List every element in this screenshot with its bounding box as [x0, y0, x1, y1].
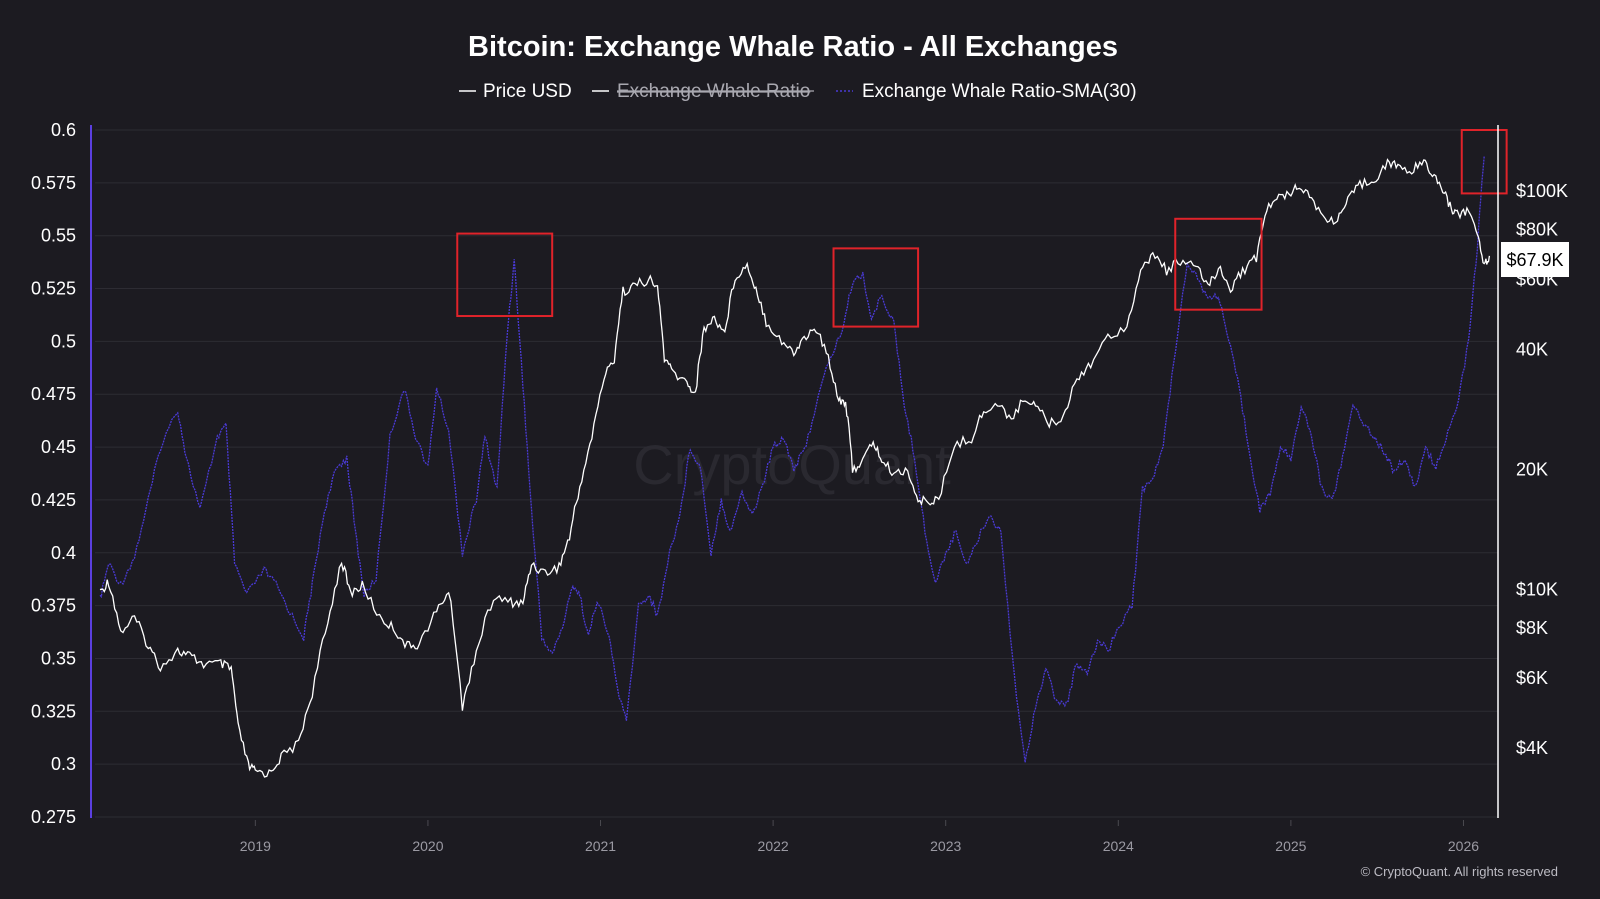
x-tick-label: 2025: [1275, 838, 1306, 854]
y-right-tick-label: $80K: [1516, 220, 1558, 240]
y-left-tick-label: 0.325: [31, 701, 76, 721]
highlight-box: [456, 232, 554, 318]
y-left-tick-label: 0.525: [31, 279, 76, 299]
x-tick-label: 2022: [758, 838, 789, 854]
x-tick-label: 2024: [1103, 838, 1134, 854]
current-price-badge: $67.9K: [1501, 242, 1569, 277]
x-tick-label: 2019: [240, 838, 271, 854]
legend-item-sma[interactable]: Exchange Whale Ratio-SMA(30): [836, 81, 1137, 102]
y-right-tick-label: $4K: [1516, 738, 1548, 758]
current-price-label: $67.9K: [1506, 250, 1563, 270]
highlight-box: [1460, 129, 1508, 195]
y-right-tick-label: $100K: [1516, 181, 1568, 201]
series-line-sma: [99, 156, 1485, 763]
chart-title: Bitcoin: Exchange Whale Ratio - All Exch…: [468, 31, 1118, 63]
y-right-tick-label: $6K: [1516, 668, 1548, 688]
copyright: © CryptoQuant. All rights reserved: [1361, 864, 1558, 879]
y-right-tick-label: $8K: [1516, 618, 1548, 638]
legend-label-sma: Exchange Whale Ratio-SMA(30): [862, 81, 1137, 102]
current-price-badge-bg: [1501, 242, 1569, 277]
y-left-tick-label: 0.35: [41, 648, 76, 668]
y-left-tick-label: 0.3: [51, 754, 76, 774]
highlight-box: [1174, 217, 1263, 311]
y-right-tick-label: $10K: [1516, 579, 1558, 599]
x-tick-label: 2023: [930, 838, 961, 854]
x-tick-label: 2021: [585, 838, 616, 854]
legend: Price USD Exchange Whale Ratio Exchange …: [459, 81, 1137, 102]
y-right-tick-label: 40K: [1516, 340, 1548, 360]
y-left-tick-label: 0.375: [31, 596, 76, 616]
gridlines: [95, 129, 1498, 818]
y-left-tick-label: 0.575: [31, 173, 76, 193]
y-left-tick-label: 0.55: [41, 226, 76, 246]
y-axis-left: 0.6 0.575 0.55 0.525 0.5 0.475 0.45 0.425 0.4 0.3…: [31, 120, 76, 827]
x-tick-label: 2020: [412, 838, 443, 854]
y-left-tick-label: 0.45: [41, 437, 76, 457]
highlight-boxes: [456, 129, 1508, 328]
series-layer: [99, 156, 1491, 778]
y-left-tick-label: 0.475: [31, 384, 76, 404]
y-left-tick-label: 0.425: [31, 490, 76, 510]
highlight-box: [832, 247, 920, 328]
legend-item-price[interactable]: Price USD: [459, 81, 572, 102]
series-line-price: [99, 158, 1491, 778]
x-tick-label: 2026: [1448, 838, 1479, 854]
y-left-tick-label: 0.6: [51, 120, 76, 140]
y-right-tick-label: 20K: [1516, 460, 1548, 480]
y-left-tick-label: 0.4: [51, 543, 76, 563]
y-left-tick-label: 0.5: [51, 331, 76, 351]
y-left-tick-label: 0.275: [31, 807, 76, 827]
legend-item-whale-ratio[interactable]: Exchange Whale Ratio: [592, 81, 814, 102]
x-axis: 2019 2020 2021 2022 2023 2024 2025 2026: [240, 820, 1479, 854]
legend-label-price: Price USD: [483, 81, 572, 102]
